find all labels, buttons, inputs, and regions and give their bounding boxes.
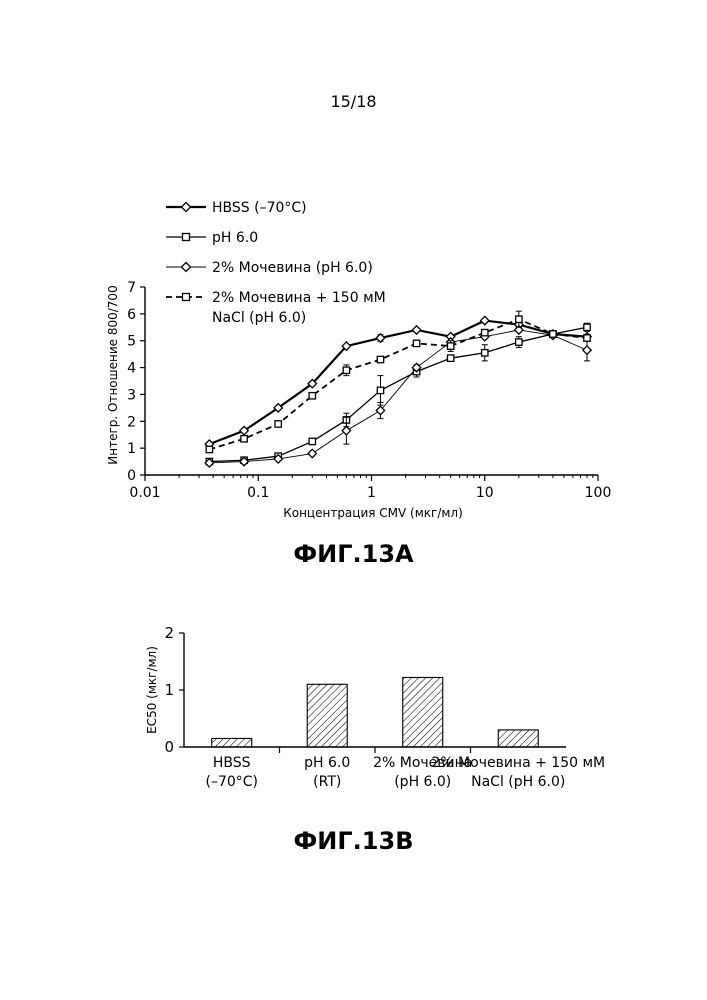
legend-label-line2: NaCl (pH 6.0) (212, 310, 306, 326)
legend-label: pH 6.0 (212, 230, 258, 246)
data-point (447, 355, 453, 361)
data-point (309, 393, 315, 399)
bar (307, 684, 347, 747)
data-point (412, 326, 420, 334)
category-label-line2: (RT) (313, 774, 341, 790)
data-point (241, 436, 247, 442)
bar-plot-area: 012HBSS(–70°C)pH 6.0(RT)2% Мочевина(pH 6… (164, 624, 605, 790)
legend-marker (183, 234, 190, 241)
y-tick-label: 0 (164, 738, 174, 756)
plot-area: 0 1 2 3 4 5 6 7 0.01 0.1 1 10 100 (127, 280, 611, 501)
data-point (377, 387, 383, 393)
category-label: pH 6.0 (304, 755, 350, 771)
data-point (342, 426, 350, 434)
legend-label: HBSS (–70°C) (212, 200, 307, 216)
data-point (275, 421, 281, 427)
legend: HBSS (–70°C) pH 6.0 2% Мочевина (pH 6.0) 2%… (166, 200, 386, 326)
bar (403, 677, 443, 747)
category-label-line2: (–70°C) (205, 774, 258, 790)
x-tick-label: 100 (585, 485, 612, 501)
category-label: HBSS (213, 755, 251, 771)
legend-marker (183, 294, 190, 301)
data-point (516, 339, 522, 345)
y-tick-label: 0 (127, 468, 136, 484)
series-3 (205, 326, 591, 467)
category-label-line2: (pH 6.0) (394, 774, 451, 790)
data-point (308, 449, 316, 457)
series-1 (205, 316, 591, 448)
y-tick-label: 3 (127, 387, 136, 403)
y-tick-label: 1 (164, 681, 174, 699)
data-point (482, 350, 488, 356)
y-tick-label: 4 (127, 361, 136, 377)
series-2 (206, 323, 590, 465)
data-point (413, 340, 419, 346)
y-tick-label: 6 (127, 307, 136, 323)
data-point (584, 324, 590, 330)
data-point (447, 343, 453, 349)
data-point (377, 356, 383, 362)
y-axis-label: EC50 (мкг/мл) (145, 646, 159, 734)
x-tick-label: 1 (367, 485, 376, 501)
data-point (583, 346, 591, 354)
legend-label: 2% Мочевина (pH 6.0) (212, 260, 373, 276)
data-point (309, 438, 315, 444)
data-point (516, 316, 522, 322)
bar-chart-13b: 012HBSS(–70°C)pH 6.0(RT)2% Мочевина(pH 6… (145, 624, 605, 790)
data-point (206, 446, 212, 452)
y-tick-label: 2 (164, 624, 174, 642)
bar (212, 738, 252, 747)
category-label: 2% Мочевина + 150 мМ (431, 755, 605, 771)
legend-marker (182, 203, 191, 212)
category-label-line2: NaCl (pH 6.0) (471, 774, 565, 790)
series-line (209, 330, 587, 463)
data-point (481, 316, 489, 324)
series-line (209, 327, 587, 461)
y-tick-label: 1 (127, 441, 136, 457)
figure-a-caption: ФИГ.13A (0, 540, 707, 568)
y-tick-label: 5 (127, 334, 136, 350)
x-tick-label: 0.01 (129, 485, 160, 501)
legend-marker (182, 263, 191, 272)
data-point (482, 329, 488, 335)
x-tick-label: 0.1 (247, 485, 269, 501)
data-point (343, 367, 349, 373)
figure-b-caption: ФИГ.13B (0, 827, 707, 855)
data-point (584, 335, 590, 341)
x-axis-label: Концентрация CMV (мкг/мл) (283, 506, 463, 520)
legend-label: 2% Мочевина + 150 мМ (212, 290, 386, 306)
x-tick-label: 10 (476, 485, 494, 501)
y-tick-label: 2 (127, 414, 136, 430)
y-tick-label: 7 (127, 280, 136, 296)
bar (498, 730, 538, 747)
data-point (550, 331, 556, 337)
y-axis-label: Интегр. Отношение 800/700 (106, 285, 120, 464)
line-chart-13a: HBSS (–70°C) pH 6.0 2% Мочевина (pH 6.0) 2%… (106, 200, 611, 520)
